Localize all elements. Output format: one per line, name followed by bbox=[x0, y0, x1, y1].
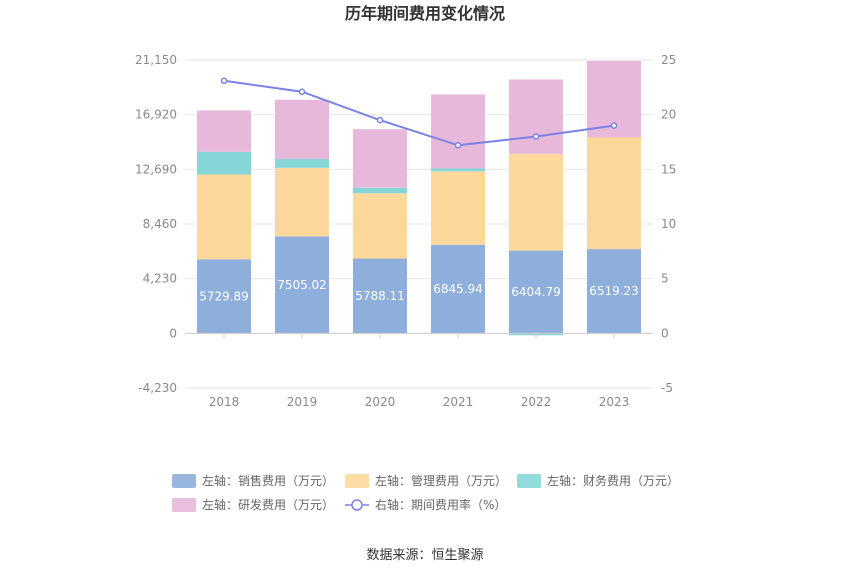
legend-label: 左轴：销售费用（万元） bbox=[202, 473, 334, 488]
left-tick-label: 4,230 bbox=[143, 272, 177, 286]
right-tick-label: 20 bbox=[661, 108, 676, 122]
left-tick-label: 8,460 bbox=[143, 217, 177, 231]
legend-swatch bbox=[172, 498, 196, 512]
bar-segment bbox=[275, 159, 329, 168]
rate-point bbox=[220, 77, 228, 85]
gridlines bbox=[185, 59, 653, 389]
legend-item[interactable]: 左轴：销售费用（万元） bbox=[172, 473, 334, 488]
left-tick-label: 16,920 bbox=[135, 108, 177, 122]
zero-axis bbox=[185, 332, 653, 339]
chart-title: 历年期间费用变化情况 bbox=[345, 4, 505, 23]
x-tick-label: 2023 bbox=[599, 395, 630, 409]
right-tick-label: 0 bbox=[661, 326, 669, 340]
bar-segment bbox=[431, 244, 485, 334]
bar-segment bbox=[431, 168, 485, 172]
x-tick-label: 2021 bbox=[443, 395, 474, 409]
legend[interactable]: 左轴：销售费用（万元） 左轴：管理费用（万元） 左轴：财务费用（万元） 左轴：研发费用… bbox=[172, 473, 679, 512]
right-tick-label: 15 bbox=[661, 162, 676, 176]
bar-segment bbox=[275, 167, 329, 237]
bar-segment bbox=[587, 137, 641, 250]
x-tick-label: 2019 bbox=[287, 395, 318, 409]
rate-point bbox=[532, 133, 540, 140]
bar-segment bbox=[509, 153, 563, 251]
bar-segment bbox=[431, 94, 485, 169]
x-tick-label: 2020 bbox=[365, 395, 396, 409]
data-label: 6404.79 bbox=[511, 285, 561, 299]
x-axis: 2018 2019 2020 2021 2022 2023 bbox=[209, 395, 630, 409]
right-axis: 25 20 15 10 5 0 -5 bbox=[661, 53, 676, 395]
data-label: 6519.23 bbox=[589, 284, 639, 298]
right-tick-label: 5 bbox=[661, 272, 669, 286]
bar-segment bbox=[197, 151, 251, 175]
bar-segment bbox=[353, 129, 407, 188]
right-tick-label: 10 bbox=[661, 217, 676, 231]
left-tick-label: 21,150 bbox=[135, 53, 177, 67]
x-tick-label: 2022 bbox=[521, 395, 552, 409]
left-tick-label: 12,690 bbox=[135, 162, 177, 176]
legend-swatch bbox=[172, 474, 196, 488]
legend-label: 右轴：期间费用率（%） bbox=[375, 497, 506, 512]
rate-line-path bbox=[223, 79, 615, 147]
source-note: 数据来源：恒生聚源 bbox=[366, 548, 483, 563]
rate-point bbox=[610, 122, 618, 129]
bar-segment bbox=[353, 258, 407, 334]
x-tick-label: 2018 bbox=[209, 395, 240, 409]
data-label: 5729.89 bbox=[199, 289, 249, 303]
data-labels: 5729.89 7505.02 5788.11 6845.94 6404.79 6519.… bbox=[199, 278, 639, 303]
legend-item[interactable]: 左轴：研发费用（万元） bbox=[172, 497, 334, 512]
legend-item[interactable]: 左轴：管理费用（万元） bbox=[345, 473, 507, 488]
left-tick-label: -4,230 bbox=[138, 381, 177, 395]
rate-point bbox=[376, 116, 384, 124]
legend-marker bbox=[351, 499, 363, 511]
legend-item[interactable]: 左轴：财务费用（万元） bbox=[517, 473, 679, 488]
legend-label: 左轴：研发费用（万元） bbox=[202, 497, 334, 512]
legend-label: 左轴：财务费用（万元） bbox=[547, 473, 679, 488]
bar-segment bbox=[197, 110, 251, 152]
bar-segment bbox=[197, 259, 251, 334]
bar-segment bbox=[353, 187, 407, 194]
bar-segment bbox=[275, 99, 329, 160]
legend-swatch bbox=[345, 474, 369, 488]
bar-segment bbox=[353, 193, 407, 259]
rate-line bbox=[220, 77, 618, 149]
data-label: 5788.11 bbox=[355, 289, 405, 303]
legend-item[interactable]: 右轴：期间费用率（%） bbox=[345, 497, 506, 512]
bar-segment bbox=[275, 236, 329, 334]
legend-label: 左轴：管理费用（万元） bbox=[375, 473, 507, 488]
rate-point bbox=[298, 88, 306, 95]
rate-point bbox=[454, 142, 462, 149]
left-axis: 21,150 16,920 12,690 8,460 4,230 0 -4,230 bbox=[135, 53, 177, 395]
bar-segment bbox=[509, 250, 563, 334]
bar-segment bbox=[197, 174, 251, 260]
legend-swatch bbox=[517, 474, 541, 488]
data-label: 7505.02 bbox=[277, 278, 327, 292]
left-tick-label: 0 bbox=[169, 326, 177, 340]
bar-segment bbox=[509, 79, 563, 154]
data-label: 6845.94 bbox=[433, 282, 483, 296]
right-tick-label: -5 bbox=[661, 381, 673, 395]
bars bbox=[197, 60, 641, 336]
bar-segment bbox=[587, 249, 641, 334]
bar-segment bbox=[431, 171, 485, 245]
right-tick-label: 25 bbox=[661, 53, 676, 67]
